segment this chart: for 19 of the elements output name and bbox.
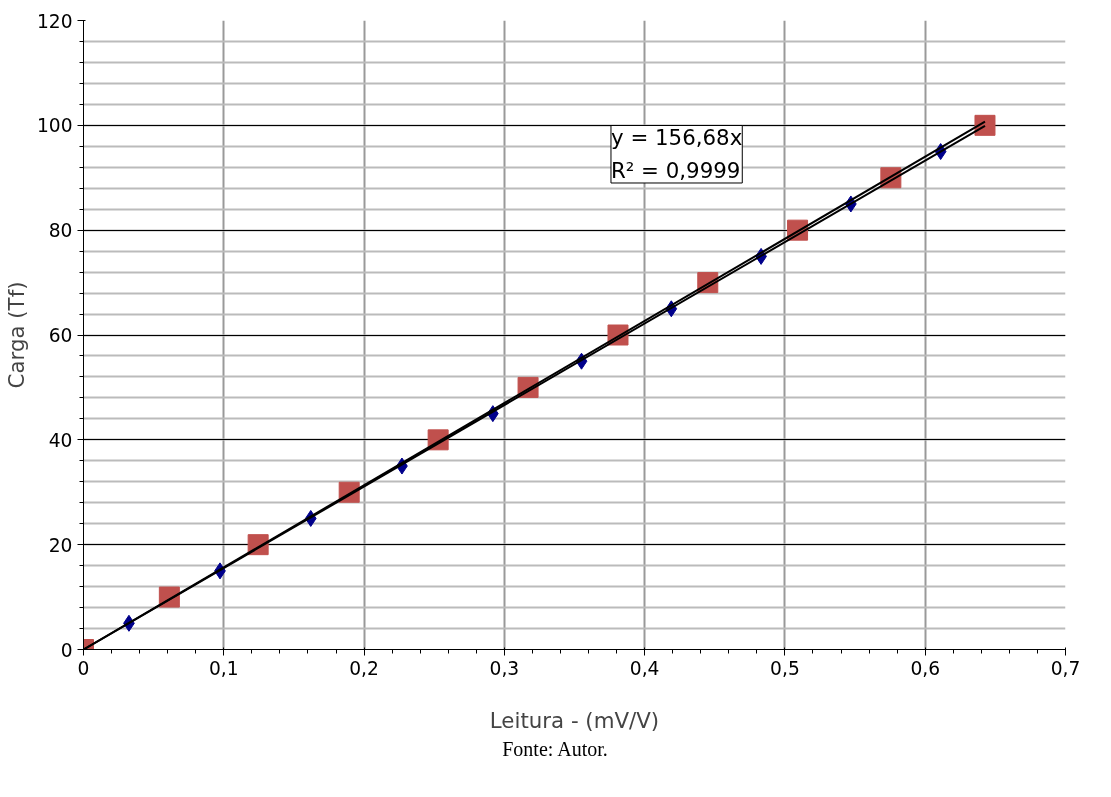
y-tick-label: 120: [36, 10, 73, 32]
source-note: Fonte: Autor.: [502, 737, 608, 762]
y-tick-label: 80: [48, 220, 73, 242]
x-tick-label: 0,4: [629, 657, 660, 679]
y-tick-label: 100: [36, 115, 73, 137]
x-tick-label: 0: [77, 657, 90, 679]
x-tick-label: 0,1: [208, 657, 239, 679]
y-tick-label: 60: [48, 325, 73, 346]
y-tick-label: 20: [48, 534, 73, 556]
x-tick-label: 0,6: [910, 657, 941, 679]
annotation: y = 156,68x R² = 0,9999: [610, 125, 743, 183]
x-tick-label: 0,7: [1050, 657, 1081, 679]
y-tick-label: 40: [48, 429, 73, 451]
x-axis-title: Leitura - (mV/V): [489, 707, 660, 733]
y-axis-title: Carga (Tf): [3, 281, 29, 389]
x-tick-label: 0,3: [489, 657, 520, 679]
x-tick-label: 0,5: [770, 657, 800, 679]
x-tick-label: 0,2: [349, 657, 379, 679]
y-tick-label: 0: [60, 639, 73, 661]
